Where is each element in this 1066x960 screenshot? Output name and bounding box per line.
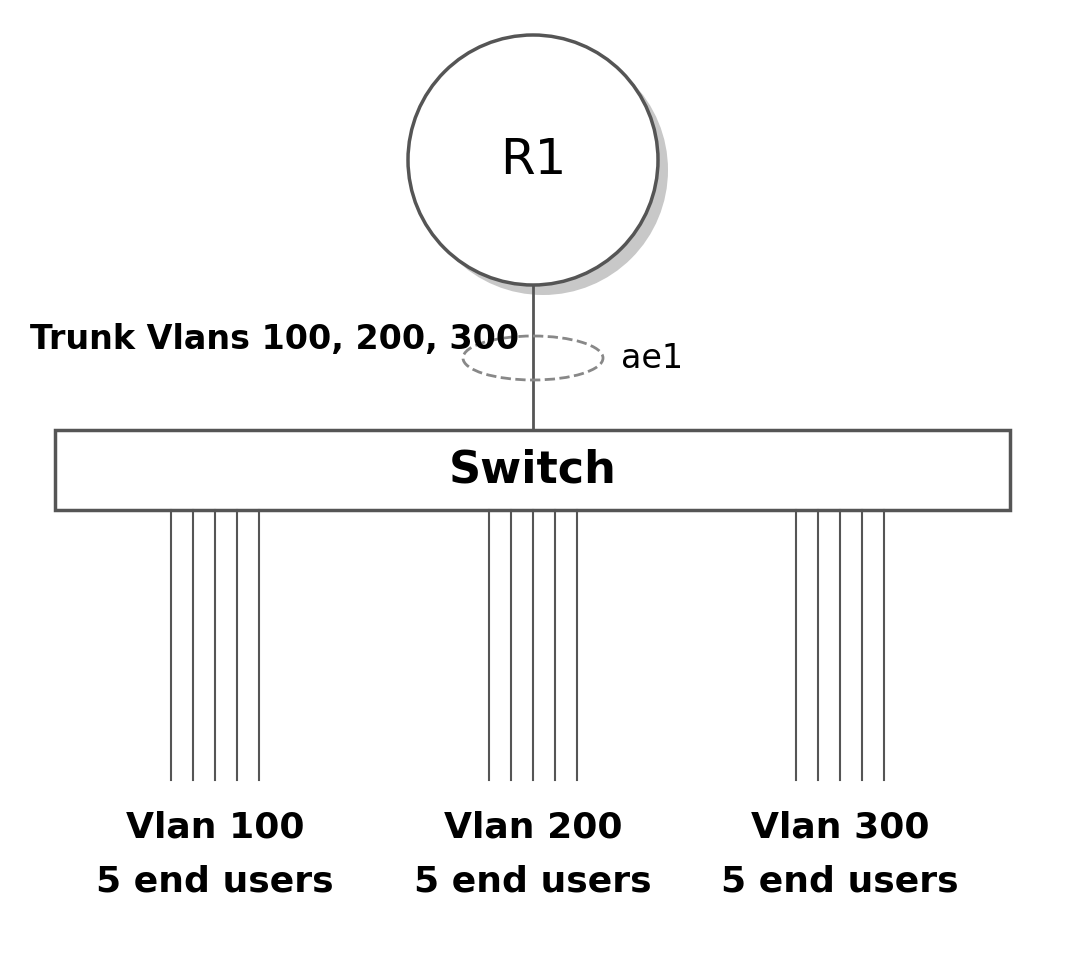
Text: 5 end users: 5 end users: [722, 865, 958, 899]
Text: Vlan 100: Vlan 100: [126, 810, 304, 844]
Text: ae1: ae1: [621, 342, 683, 374]
Text: Vlan 200: Vlan 200: [443, 810, 623, 844]
Text: 5 end users: 5 end users: [96, 865, 334, 899]
Text: Switch: Switch: [449, 448, 616, 492]
Circle shape: [418, 45, 668, 295]
Text: 5 end users: 5 end users: [415, 865, 651, 899]
Bar: [55, 430, 1010, 510]
Text: Trunk Vlans 100, 200, 300: Trunk Vlans 100, 200, 300: [30, 324, 519, 356]
Text: Vlan 300: Vlan 300: [750, 810, 930, 844]
Text: R1: R1: [500, 136, 566, 184]
Circle shape: [408, 35, 658, 285]
